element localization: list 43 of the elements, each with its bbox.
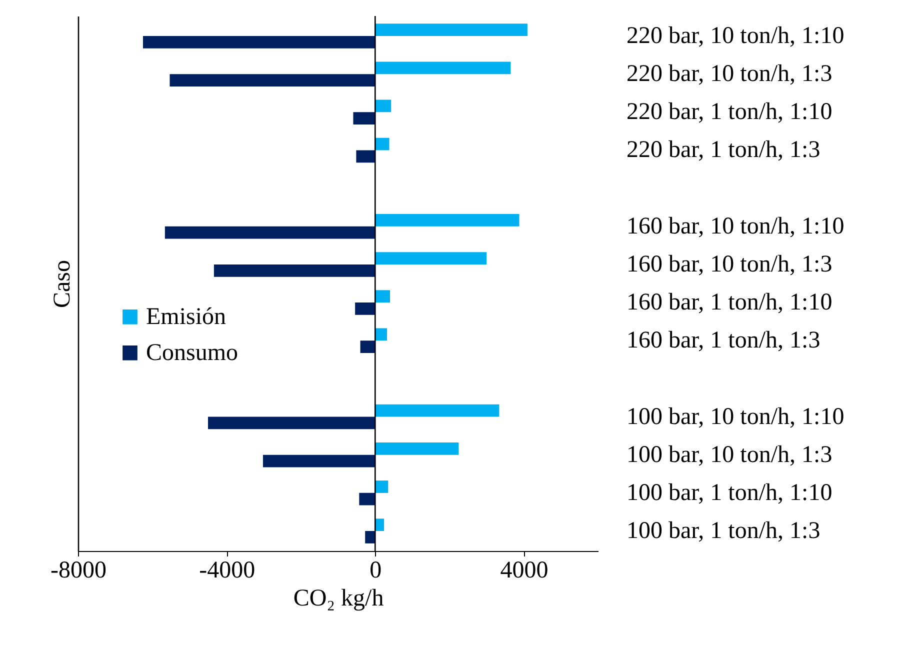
bar [359,492,376,506]
bar [355,302,376,315]
bar [375,328,388,341]
bar [164,226,376,239]
y-tick-label: 100 bar, 1 ton/h, 1:3 [626,518,820,544]
y-tick-label: 160 bar, 10 ton/h, 1:10 [626,213,844,240]
bar [375,252,487,264]
y-tick-label: 220 bar, 10 ton/h, 1:3 [626,61,832,88]
bar [208,416,376,430]
bar [170,74,376,86]
y-tick-label: 160 bar, 1 ton/h, 1:10 [626,290,832,316]
bar [262,454,376,468]
bar [375,290,390,303]
x-tick-label: -4000 [199,558,256,584]
bar [375,138,390,150]
y-tick-label: 100 bar, 10 ton/h, 1:3 [626,442,832,468]
legend-label: Consumo [146,340,238,366]
bar [214,264,376,277]
bar [143,36,376,48]
legend-label: Emisión [146,304,226,330]
bar [360,340,376,353]
bar [375,62,511,74]
bar [353,112,376,125]
bar [375,100,392,112]
y-tick-label: 100 bar, 1 ton/h, 1:10 [626,480,832,506]
y-tick-label: 100 bar, 10 ton/h, 1:10 [626,404,844,430]
bar [375,480,388,493]
x-axis-title: CO₂ kg/h [293,586,384,612]
y-axis-title: Caso [50,260,76,308]
x-tick-label: 4000 [500,558,548,584]
bar [375,24,528,36]
x-tick-label: 0 [370,558,382,584]
y-tick-label: 220 bar, 10 ton/h, 1:10 [626,22,844,49]
y-tick-label: 220 bar, 1 ton/h, 1:10 [626,99,832,126]
bar [365,531,376,544]
bar [375,442,459,455]
bar [356,150,376,163]
y-tick-label: 160 bar, 10 ton/h, 1:3 [626,251,832,278]
y-tick-label: 160 bar, 1 ton/h, 1:3 [626,328,820,354]
x-tick-label: -8000 [50,558,106,584]
bar [375,404,500,417]
y-tick-label: 220 bar, 1 ton/h, 1:3 [626,137,820,164]
bar [375,214,520,226]
